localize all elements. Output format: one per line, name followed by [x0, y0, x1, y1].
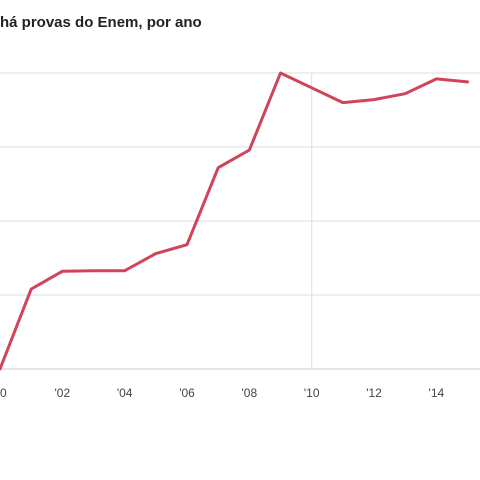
- x-tick-label: '04: [117, 386, 133, 400]
- gridlines: [0, 72, 480, 369]
- x-tick-labels: 00 '02 '04 '06 '08 '10 '12 '14: [0, 386, 445, 400]
- x-tick-label: '12: [366, 386, 382, 400]
- x-tick-label: '10: [304, 386, 320, 400]
- x-tick-label: '02: [55, 386, 71, 400]
- x-tick-label: '06: [179, 386, 195, 400]
- series-line: [0, 71, 469, 371]
- chart-title: há provas do Enem, por ano: [0, 14, 202, 31]
- x-tick-label: '14: [429, 386, 445, 400]
- series: [0, 71, 469, 371]
- x-tick-label: '08: [242, 386, 258, 400]
- x-tick-label: 00: [0, 386, 7, 400]
